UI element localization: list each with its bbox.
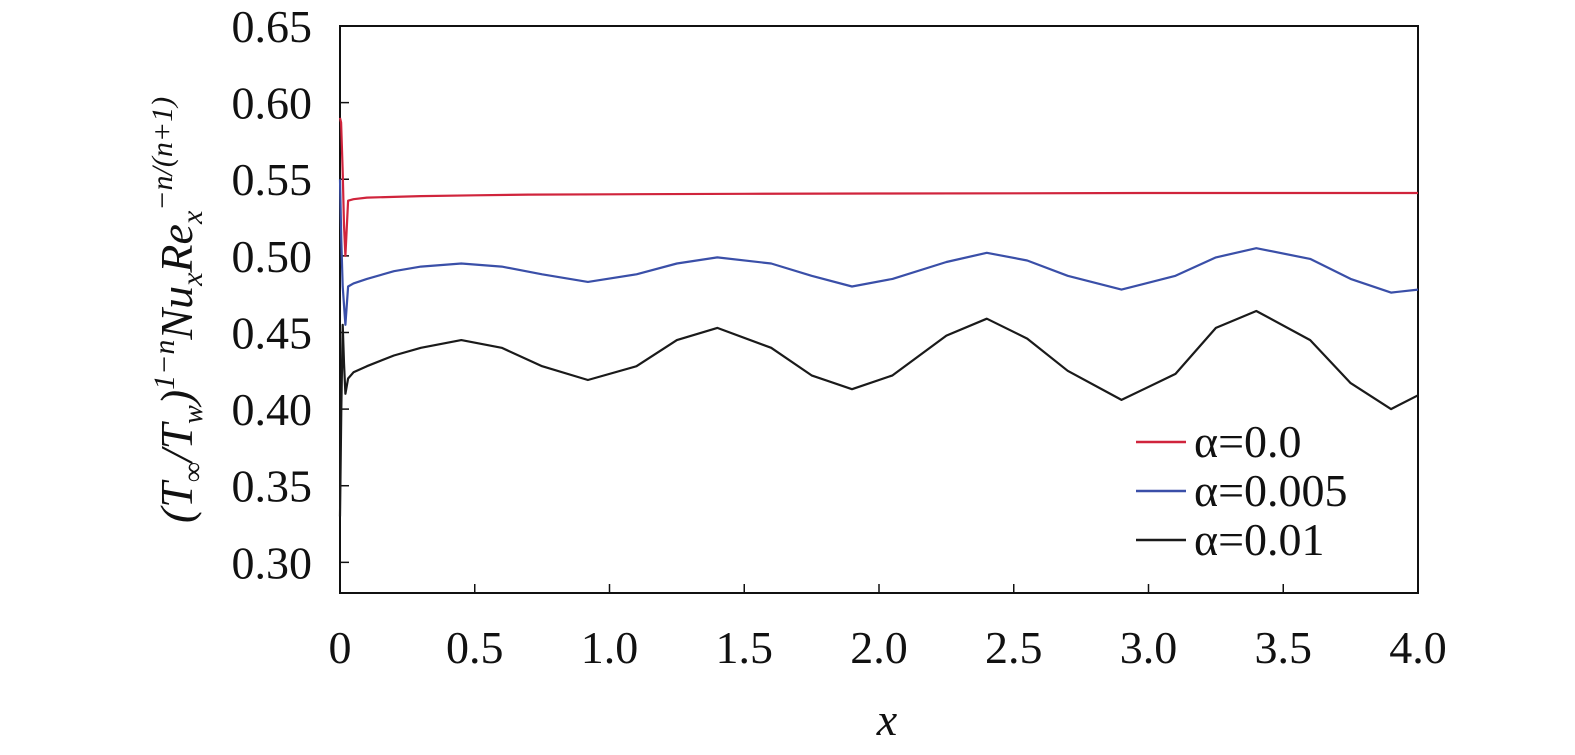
legend-label: α=0.005 [1194, 465, 1348, 516]
x-tick-label: 4.0 [1389, 622, 1447, 673]
y-tick-label: 0.65 [232, 1, 313, 52]
x-tick-label: 0.5 [446, 622, 504, 673]
x-tick-label: 3.0 [1120, 622, 1178, 673]
x-tick-label: 2.5 [985, 622, 1043, 673]
x-tick-label: 3.5 [1255, 622, 1313, 673]
y-tick-label: 0.30 [232, 537, 313, 588]
y-tick-label: 0.50 [232, 231, 313, 282]
y-tick-label: 0.35 [232, 461, 313, 512]
series-line-0 [338, 117, 1418, 257]
x-tick-label: 2.0 [850, 622, 908, 673]
x-tick-label: 1.5 [716, 622, 774, 673]
y-tick-label: 0.55 [232, 154, 313, 205]
legend-label: α=0.0 [1194, 416, 1302, 467]
y-tick-label: 0.40 [232, 384, 313, 435]
series-line-2 [338, 309, 1419, 517]
series-lines [338, 117, 1419, 517]
y-axis-title: (T∞/Tw)1−nNuxRex−n/(n+1) [146, 97, 209, 523]
axes: 0.30 0.35 0.40 0.45 0.50 0.55 0.60 0.65 0 0.5 1.0 1… [146, 1, 1447, 745]
y-tick-label: 0.45 [232, 307, 313, 358]
series-line-1 [338, 179, 1419, 326]
legend-label: α=0.01 [1194, 514, 1325, 565]
x-axis-title: x [876, 694, 898, 745]
x-tick-label: 1.0 [581, 622, 639, 673]
x-tick-label: 0 [329, 622, 352, 673]
y-tick-label: 0.60 [232, 78, 313, 129]
